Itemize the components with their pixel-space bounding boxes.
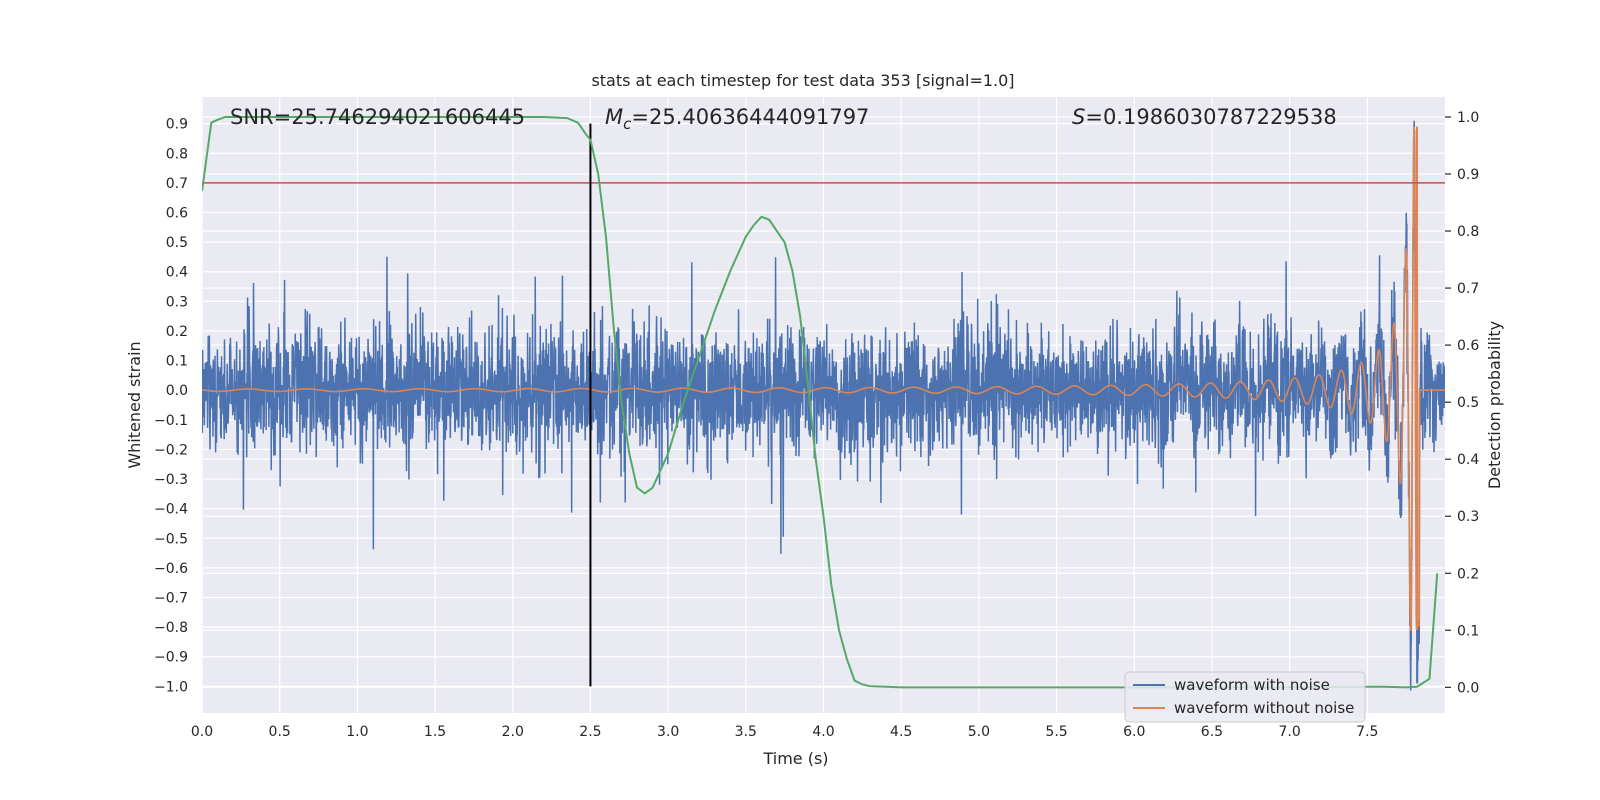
- x-tick-label: 1.5: [424, 724, 446, 740]
- x-tick-label: 5.5: [1045, 724, 1067, 740]
- y-left-tick-label: −1.0: [154, 679, 188, 695]
- y-left-axis-ticks: 0.9 0.8 0.7 0.6 0.5 0.4 0.3 0.2 0.1 0.0 −0.1 −0.2 −0…: [154, 117, 188, 696]
- chirp-mass-annotation: Mc=25.40636444091797: [605, 105, 869, 133]
- y-left-axis-label: Whitened strain: [125, 341, 144, 468]
- y-left-tick-label: −0.3: [154, 472, 188, 488]
- y-right-tick-label: 0.4: [1457, 452, 1479, 468]
- y-right-tick-label: 0.6: [1457, 338, 1479, 354]
- y-left-tick-label: 0.5: [166, 235, 188, 251]
- y-right-tick-label: 0.9: [1457, 167, 1479, 183]
- y-left-tick-label: 0.8: [166, 146, 188, 162]
- s-symbol: S: [1072, 105, 1085, 129]
- y-left-tick-label: −0.4: [154, 502, 188, 518]
- y-left-tick-label: 0.0: [166, 383, 188, 399]
- y-left-tick-label: −0.2: [154, 442, 188, 458]
- y-left-tick-label: −0.7: [154, 591, 188, 607]
- x-tick-label: 0.5: [269, 724, 291, 740]
- x-tick-label: 6.5: [1201, 724, 1223, 740]
- s-annotation: S=0.1986030787229538: [1072, 105, 1337, 129]
- y-right-tick-label: 0.5: [1457, 395, 1479, 411]
- y-left-tick-label: 0.6: [166, 206, 188, 222]
- series-detection-probability: [202, 115, 1439, 689]
- y-left-tick-label: 0.2: [166, 324, 188, 340]
- y-left-tick-label: −0.5: [154, 531, 188, 547]
- legend: waveform with noise waveform without noi…: [1124, 671, 1366, 723]
- y-left-tick-label: 0.1: [166, 354, 188, 370]
- x-axis-label: Time (s): [762, 749, 828, 768]
- series-waveform-with-noise: [202, 120, 1445, 691]
- legend-label-noisy: waveform with noise: [1174, 676, 1330, 694]
- snr-annotation: SNR=25.746294021606445: [230, 105, 525, 129]
- chart-title: stats at each timestep for test data 353…: [591, 71, 1014, 90]
- x-tick-label: 5.0: [968, 724, 990, 740]
- y-right-tick-label: 0.1: [1457, 623, 1479, 639]
- series-waveform-without-noise: [202, 126, 1445, 631]
- y-right-axis-label: Detection probability: [1485, 321, 1504, 489]
- y-right-tick-label: 0.8: [1457, 224, 1479, 240]
- y-left-tick-label: −0.8: [154, 620, 188, 636]
- y-left-tick-label: 0.7: [166, 176, 188, 192]
- x-axis-ticks: 0.0 0.5 1.0 1.5 2.0 2.5 3.0 3.5 4.0 4.5 5.0 5.5 6.0 6…: [191, 724, 1379, 740]
- x-tick-label: 2.0: [502, 724, 524, 740]
- chirp-mass-symbol: M: [605, 105, 623, 129]
- y-right-tick-label: 0.2: [1457, 566, 1479, 582]
- y-left-tick-label: 0.9: [166, 117, 188, 133]
- x-tick-label: 1.0: [346, 724, 368, 740]
- x-tick-label: 3.0: [657, 724, 679, 740]
- x-tick-label: 3.5: [735, 724, 757, 740]
- chirp-mass-subscript: c: [623, 115, 632, 133]
- x-tick-label: 2.5: [579, 724, 601, 740]
- y-right-tick-label: 0.3: [1457, 509, 1479, 525]
- plot-series-group: [202, 115, 1445, 691]
- x-tick-label: 7.0: [1278, 724, 1300, 740]
- y-left-tick-label: −0.9: [154, 650, 188, 666]
- y-left-tick-label: 0.4: [166, 265, 188, 281]
- legend-box: [1124, 671, 1366, 723]
- y-left-tick-label: −0.6: [154, 561, 188, 577]
- y-left-tick-label: −0.1: [154, 413, 188, 429]
- y-right-axis-ticks: 1.0 0.9 0.8 0.7 0.6 0.5 0.4 0.3 0.2 0.1 0.0: [1445, 110, 1479, 696]
- y-right-tick-label: 0.0: [1457, 680, 1479, 696]
- y-left-tick-label: 0.3: [166, 294, 188, 310]
- x-tick-label: 7.5: [1356, 724, 1378, 740]
- chirp-mass-value: =25.40636444091797: [631, 105, 869, 129]
- y-right-tick-label: 1.0: [1457, 110, 1479, 126]
- legend-label-clean: waveform without noise: [1174, 699, 1354, 717]
- y-right-tick-label: 0.7: [1457, 281, 1479, 297]
- x-tick-label: 4.5: [890, 724, 912, 740]
- x-tick-label: 6.0: [1123, 724, 1145, 740]
- s-value: =0.1986030787229538: [1085, 105, 1336, 129]
- x-tick-label: 4.0: [812, 724, 834, 740]
- x-tick-label: 0.0: [191, 724, 213, 740]
